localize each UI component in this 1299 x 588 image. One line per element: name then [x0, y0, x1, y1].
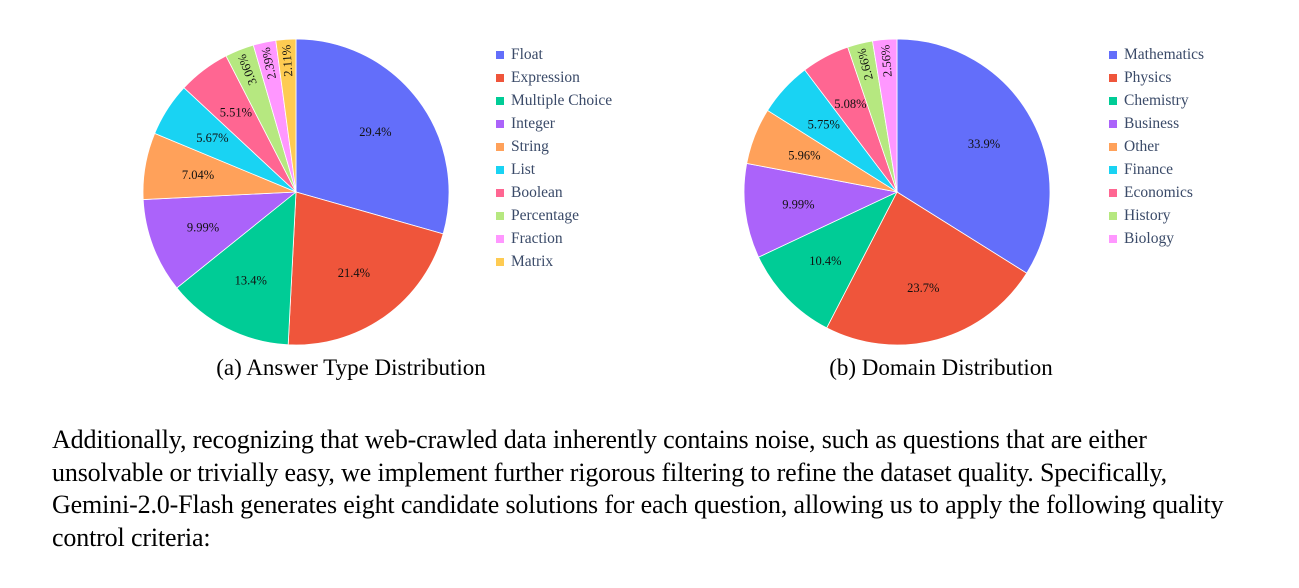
legend-swatch [496, 142, 504, 151]
domain-pie-chart: 33.9%23.7%10.4%9.99%5.96%5.75%5.08%2.66%… [743, 38, 1051, 346]
legend-item-list: List [496, 158, 612, 181]
legend-label: Boolean [511, 183, 563, 201]
pie-label-integer: 9.99% [187, 220, 219, 234]
legend-label: Economics [1124, 183, 1193, 201]
legend-item-economics: Economics [1109, 181, 1204, 204]
legend-swatch [1109, 73, 1117, 82]
answer-type-pie-chart: 29.4%21.4%13.4%9.99%7.04%5.67%5.51%3.06%… [142, 38, 450, 346]
pie-label-matrix: 2.11% [279, 44, 295, 77]
legend-label: Mathematics [1124, 45, 1205, 63]
legend-label: String [511, 137, 549, 155]
pie-slice-integer [142, 191, 298, 289]
legend-label: Chemistry [1124, 91, 1189, 109]
legend-swatch [496, 234, 504, 243]
legend-label: Multiple Choice [511, 91, 613, 109]
legend-swatch [496, 211, 504, 220]
legend-swatch [496, 119, 504, 128]
legend-label: Finance [1124, 160, 1174, 178]
legend-swatch [496, 188, 504, 197]
pie-slice-physics [826, 191, 1028, 346]
pie-label-mathematics: 33.9% [968, 137, 1000, 151]
legend-label: Physics [1124, 68, 1172, 86]
legend-swatch [1109, 96, 1117, 105]
pie-label-biology: 2.56% [878, 44, 895, 77]
domain-legend: Mathematics Physics Chemistry Business Other… [1109, 43, 1204, 250]
pie-slice-matrix [275, 38, 297, 193]
body-paragraph: Additionally, recognizing that web-crawl… [52, 425, 1224, 552]
pie-slice-float [295, 38, 450, 235]
legend-label: Business [1124, 114, 1180, 132]
legend-item-mathematics: Mathematics [1109, 43, 1204, 66]
legend-item-expression: Expression [496, 66, 612, 89]
legend-swatch [1109, 211, 1117, 220]
legend-swatch [1109, 119, 1117, 128]
pie-label-other: 5.96% [788, 149, 820, 163]
pie-slice-expression [287, 191, 444, 346]
legend-label: List [511, 160, 536, 178]
pie-label-list: 5.67% [196, 131, 228, 145]
legend-swatch [1109, 50, 1117, 59]
pie-label-fraction: 2.39% [259, 46, 279, 80]
pie-slice-mathematics [896, 38, 1051, 274]
legend-item-boolean: Boolean [496, 181, 612, 204]
legend-item-history: History [1109, 204, 1204, 227]
answer-type-legend: Float Expression Multiple Choice Integer Str… [496, 43, 612, 273]
legend-swatch [1109, 142, 1117, 151]
legend-item-integer: Integer [496, 112, 612, 135]
legend-item-matrix: Matrix [496, 250, 612, 273]
domain-caption: (b) Domain Distribution [829, 355, 1053, 380]
legend-item-multiple-choice: Multiple Choice [496, 89, 612, 112]
legend-item-finance: Finance [1109, 158, 1204, 181]
legend-item-fraction: Fraction [496, 227, 612, 250]
legend-swatch [1109, 188, 1117, 197]
pie-label-economics: 5.08% [834, 97, 866, 111]
pie-slice-multiple-choice [176, 191, 297, 346]
legend-label: History [1124, 206, 1171, 224]
legend-swatch [496, 73, 504, 82]
answer-type-caption: (a) Answer Type Distribution [216, 355, 486, 380]
pie-slice-biology [872, 38, 898, 193]
legend-label: Integer [511, 114, 555, 132]
legend-swatch [496, 257, 504, 266]
pie-label-multiple-choice: 13.4% [235, 274, 267, 288]
legend-item-chemistry: Chemistry [1109, 89, 1204, 112]
pie-slice-business [743, 162, 899, 258]
legend-label: Other [1124, 137, 1160, 155]
legend-item-business: Business [1109, 112, 1204, 135]
legend-swatch [1109, 234, 1117, 243]
pie-label-boolean: 5.51% [220, 106, 252, 120]
pie-label-finance: 5.75% [808, 118, 840, 132]
legend-item-biology: Biology [1109, 227, 1204, 250]
pie-label-expression: 21.4% [338, 266, 370, 280]
legend-item-string: String [496, 135, 612, 158]
legend-swatch [496, 96, 504, 105]
legend-label: Biology [1124, 229, 1174, 247]
pie-label-business: 9.99% [782, 198, 814, 212]
legend-label: Matrix [511, 252, 554, 270]
legend-item-percentage: Percentage [496, 204, 612, 227]
pie-label-chemistry: 10.4% [809, 254, 841, 268]
pie-label-float: 29.4% [359, 125, 391, 139]
pie-slice-chemistry [758, 191, 898, 329]
figure: 29.4% 21.4% 13.4% 9.99% 7.04% 5.67% 5.51% 3.06%… [142, 38, 1204, 380]
legend-item-physics: Physics [1109, 66, 1204, 89]
pie-label-physics: 23.7% [907, 281, 939, 295]
legend-swatch [1109, 165, 1117, 174]
legend-label: Percentage [511, 206, 579, 224]
legend-swatch [496, 165, 504, 174]
legend-item-other: Other [1109, 135, 1204, 158]
pie-label-string: 7.04% [182, 168, 214, 182]
legend-label: Expression [511, 68, 580, 86]
legend-label: Float [511, 45, 543, 63]
legend-swatch [496, 50, 504, 59]
legend-item-float: Float [496, 43, 612, 66]
legend-label: Fraction [511, 229, 563, 247]
